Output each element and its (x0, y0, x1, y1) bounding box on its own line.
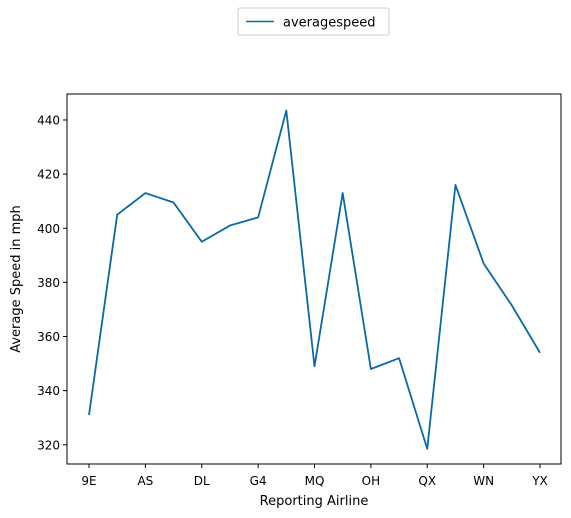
legend: averagespeed (237, 7, 390, 36)
y-tick-label: 320 (37, 438, 60, 452)
y-tick-label: 340 (37, 384, 60, 398)
x-tick-label: QX (418, 474, 436, 488)
x-tick-label: OH (362, 474, 380, 488)
y-tick-label: 380 (37, 276, 60, 290)
y-tick-label: 440 (37, 113, 60, 127)
legend-label: averagespeed (283, 16, 376, 31)
series-line-averagespeed (88, 109, 541, 450)
x-tick-label: AS (137, 474, 153, 488)
legend-box (237, 7, 390, 36)
y-tick-label: 420 (37, 168, 60, 182)
plot-frame (66, 93, 562, 465)
y-axis-label: Average Speed in mph (9, 205, 24, 353)
x-tick-label: DL (194, 474, 210, 488)
x-axis-label: Reporting Airline (260, 494, 369, 509)
x-tick-label: WN (473, 474, 494, 488)
y-axis-ticks: 320 340 360 380 400 420 440 (37, 113, 67, 452)
x-tick-label: YX (531, 474, 548, 488)
y-tick-label: 360 (37, 330, 60, 344)
plot-lines (88, 109, 541, 450)
x-tick-label: MQ (305, 474, 325, 488)
x-axis-ticks: 9E AS DL G4 MQ OH QX WN YX (81, 464, 548, 488)
x-tick-label: 9E (81, 474, 96, 488)
y-tick-label: 400 (37, 222, 60, 236)
x-tick-label: G4 (250, 474, 267, 488)
